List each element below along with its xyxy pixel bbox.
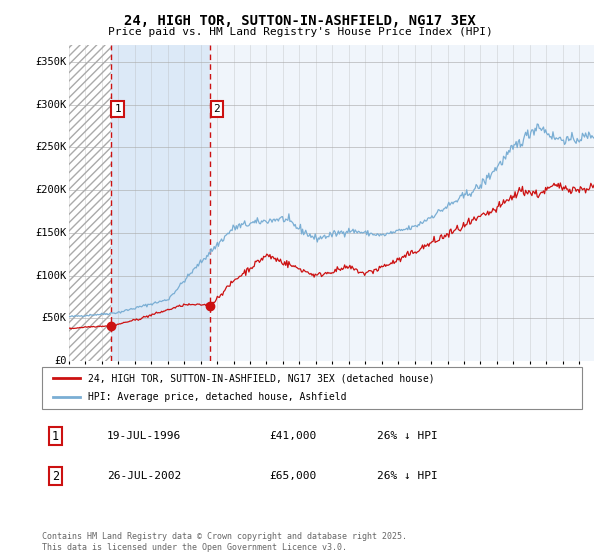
FancyBboxPatch shape: [42, 367, 582, 409]
Text: £50K: £50K: [41, 314, 67, 324]
Text: £350K: £350K: [35, 57, 67, 67]
Text: HPI: Average price, detached house, Ashfield: HPI: Average price, detached house, Ashf…: [88, 393, 346, 403]
Text: 19-JUL-1996: 19-JUL-1996: [107, 431, 181, 441]
Text: 24, HIGH TOR, SUTTON-IN-ASHFIELD, NG17 3EX (detached house): 24, HIGH TOR, SUTTON-IN-ASHFIELD, NG17 3…: [88, 373, 434, 383]
Text: £300K: £300K: [35, 100, 67, 110]
Bar: [210, 45, 594, 361]
Text: Contains HM Land Registry data © Crown copyright and database right 2025.
This d: Contains HM Land Registry data © Crown c…: [42, 533, 407, 552]
Text: 24, HIGH TOR, SUTTON-IN-ASHFIELD, NG17 3EX: 24, HIGH TOR, SUTTON-IN-ASHFIELD, NG17 3…: [124, 14, 476, 28]
Text: £150K: £150K: [35, 228, 67, 238]
Bar: [69, 45, 111, 361]
Bar: [111, 45, 210, 361]
Text: 26-JUL-2002: 26-JUL-2002: [107, 471, 181, 481]
Text: 2: 2: [52, 470, 59, 483]
Text: £100K: £100K: [35, 270, 67, 281]
Text: 1: 1: [114, 104, 121, 114]
Text: 26% ↓ HPI: 26% ↓ HPI: [377, 471, 437, 481]
Text: £65,000: £65,000: [269, 471, 316, 481]
Bar: [69, 45, 111, 361]
Text: 2: 2: [214, 104, 220, 114]
Text: 26% ↓ HPI: 26% ↓ HPI: [377, 431, 437, 441]
Text: £0: £0: [54, 356, 67, 366]
Text: 1: 1: [52, 430, 59, 443]
Text: £200K: £200K: [35, 185, 67, 195]
Text: £250K: £250K: [35, 142, 67, 152]
Text: Price paid vs. HM Land Registry's House Price Index (HPI): Price paid vs. HM Land Registry's House …: [107, 27, 493, 38]
Text: £41,000: £41,000: [269, 431, 316, 441]
